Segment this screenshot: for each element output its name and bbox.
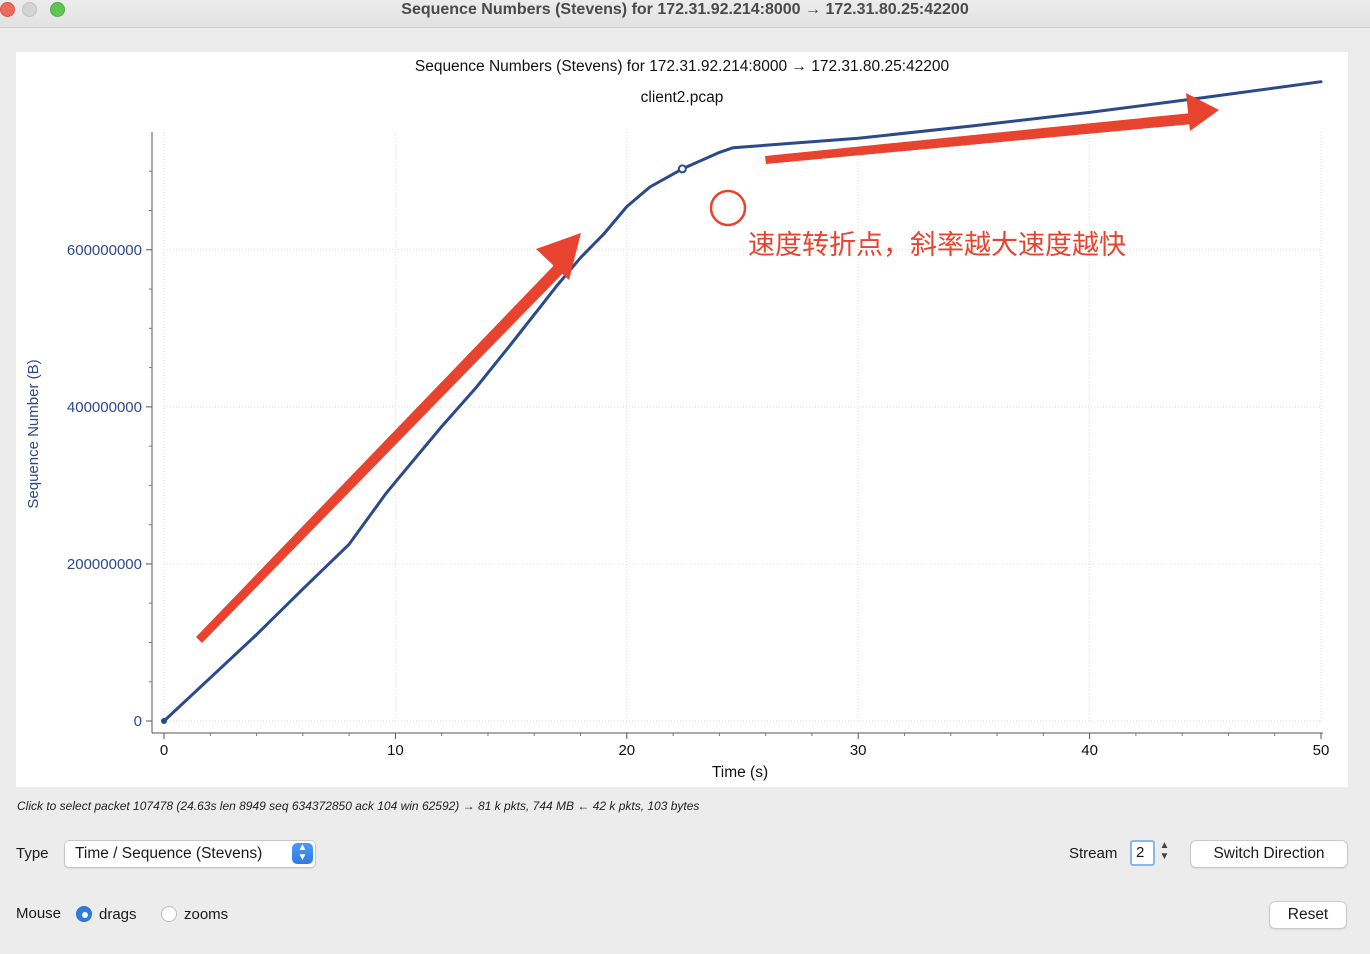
inflection-circle bbox=[709, 189, 747, 227]
mouse-drags-label[interactable]: drags bbox=[99, 906, 137, 923]
close-window-button[interactable] bbox=[0, 2, 15, 17]
stream-number-input[interactable]: 2 bbox=[1130, 840, 1155, 866]
mouse-zooms-radio[interactable] bbox=[161, 906, 177, 922]
annotation-arrow-shaft bbox=[196, 258, 570, 643]
x-tick-label: 40 bbox=[1081, 742, 1098, 759]
sequence-chart[interactable]: Sequence Numbers (Stevens) for 172.31.92… bbox=[16, 52, 1348, 787]
reset-button[interactable]: Reset bbox=[1269, 901, 1347, 929]
stream-label: Stream bbox=[1069, 845, 1118, 862]
chart-subtitle: client2.pcap bbox=[641, 89, 724, 106]
annotation-arrow-head bbox=[1186, 93, 1219, 131]
chart-annotations: 速度转折点，斜率越大速度越快 bbox=[196, 93, 1219, 643]
chart-grid bbox=[163, 132, 1322, 722]
y-tick-label: 200000000 bbox=[67, 556, 142, 573]
chart-title: Sequence Numbers (Stevens) for 172.31.92… bbox=[415, 58, 950, 75]
x-axis-label: Time (s) bbox=[712, 764, 768, 781]
zoom-window-button[interactable] bbox=[50, 2, 65, 17]
graph-panel[interactable]: Sequence Numbers (Stevens) for 172.31.92… bbox=[16, 52, 1348, 787]
x-tick-label: 30 bbox=[850, 742, 867, 759]
stepper-down-icon[interactable]: ▼ bbox=[1159, 851, 1170, 862]
title-bar: Sequence Numbers (Stevens) for 172.31.92… bbox=[0, 0, 1370, 28]
chevron-updown-icon: ▲ ▼ bbox=[292, 843, 313, 864]
graph-type-value: Time / Sequence (Stevens) bbox=[75, 845, 263, 862]
sequence-series-line[interactable] bbox=[162, 80, 1323, 723]
type-label: Type bbox=[16, 845, 49, 862]
stream-number-value: 2 bbox=[1136, 844, 1145, 861]
mouse-label: Mouse bbox=[16, 905, 62, 922]
x-tick-label: 0 bbox=[160, 742, 168, 759]
y-tick-label: 600000000 bbox=[67, 242, 142, 259]
series-start-point[interactable] bbox=[161, 718, 167, 724]
x-tick-label: 20 bbox=[618, 742, 635, 759]
packet-hint: Click to select packet 107478 (24.63s le… bbox=[17, 799, 700, 813]
y-axis-label: Sequence Number (B) bbox=[25, 359, 42, 508]
y-tick-label: 400000000 bbox=[67, 399, 142, 416]
x-tick-label: 10 bbox=[387, 742, 404, 759]
mouse-zooms-label[interactable]: zooms bbox=[184, 906, 229, 923]
stepper-up-icon[interactable]: ▲ bbox=[1159, 840, 1170, 851]
annotation-text: 速度转折点，斜率越大速度越快 bbox=[748, 230, 1126, 260]
window-title: Sequence Numbers (Stevens) for 172.31.92… bbox=[401, 1, 969, 18]
annotation-arrow-shaft bbox=[765, 113, 1193, 164]
y-tick-label: 0 bbox=[134, 713, 142, 730]
chart-series[interactable] bbox=[161, 80, 1323, 724]
chart-axes: 0 10 20 30 40 50 0 200000000 400000000 600000000 bbox=[67, 132, 1329, 759]
switch-direction-button[interactable]: Switch Direction bbox=[1190, 840, 1348, 868]
minimize-window-button[interactable] bbox=[22, 2, 37, 17]
x-tick-label: 50 bbox=[1313, 742, 1330, 759]
selected-packet-point[interactable] bbox=[677, 164, 687, 174]
mouse-drags-radio[interactable] bbox=[76, 906, 92, 922]
stream-stepper[interactable]: ▲ ▼ bbox=[1158, 840, 1171, 866]
annotation-arrow-head bbox=[536, 233, 581, 280]
graph-type-select[interactable]: Time / Sequence (Stevens) ▲ ▼ bbox=[64, 840, 316, 868]
